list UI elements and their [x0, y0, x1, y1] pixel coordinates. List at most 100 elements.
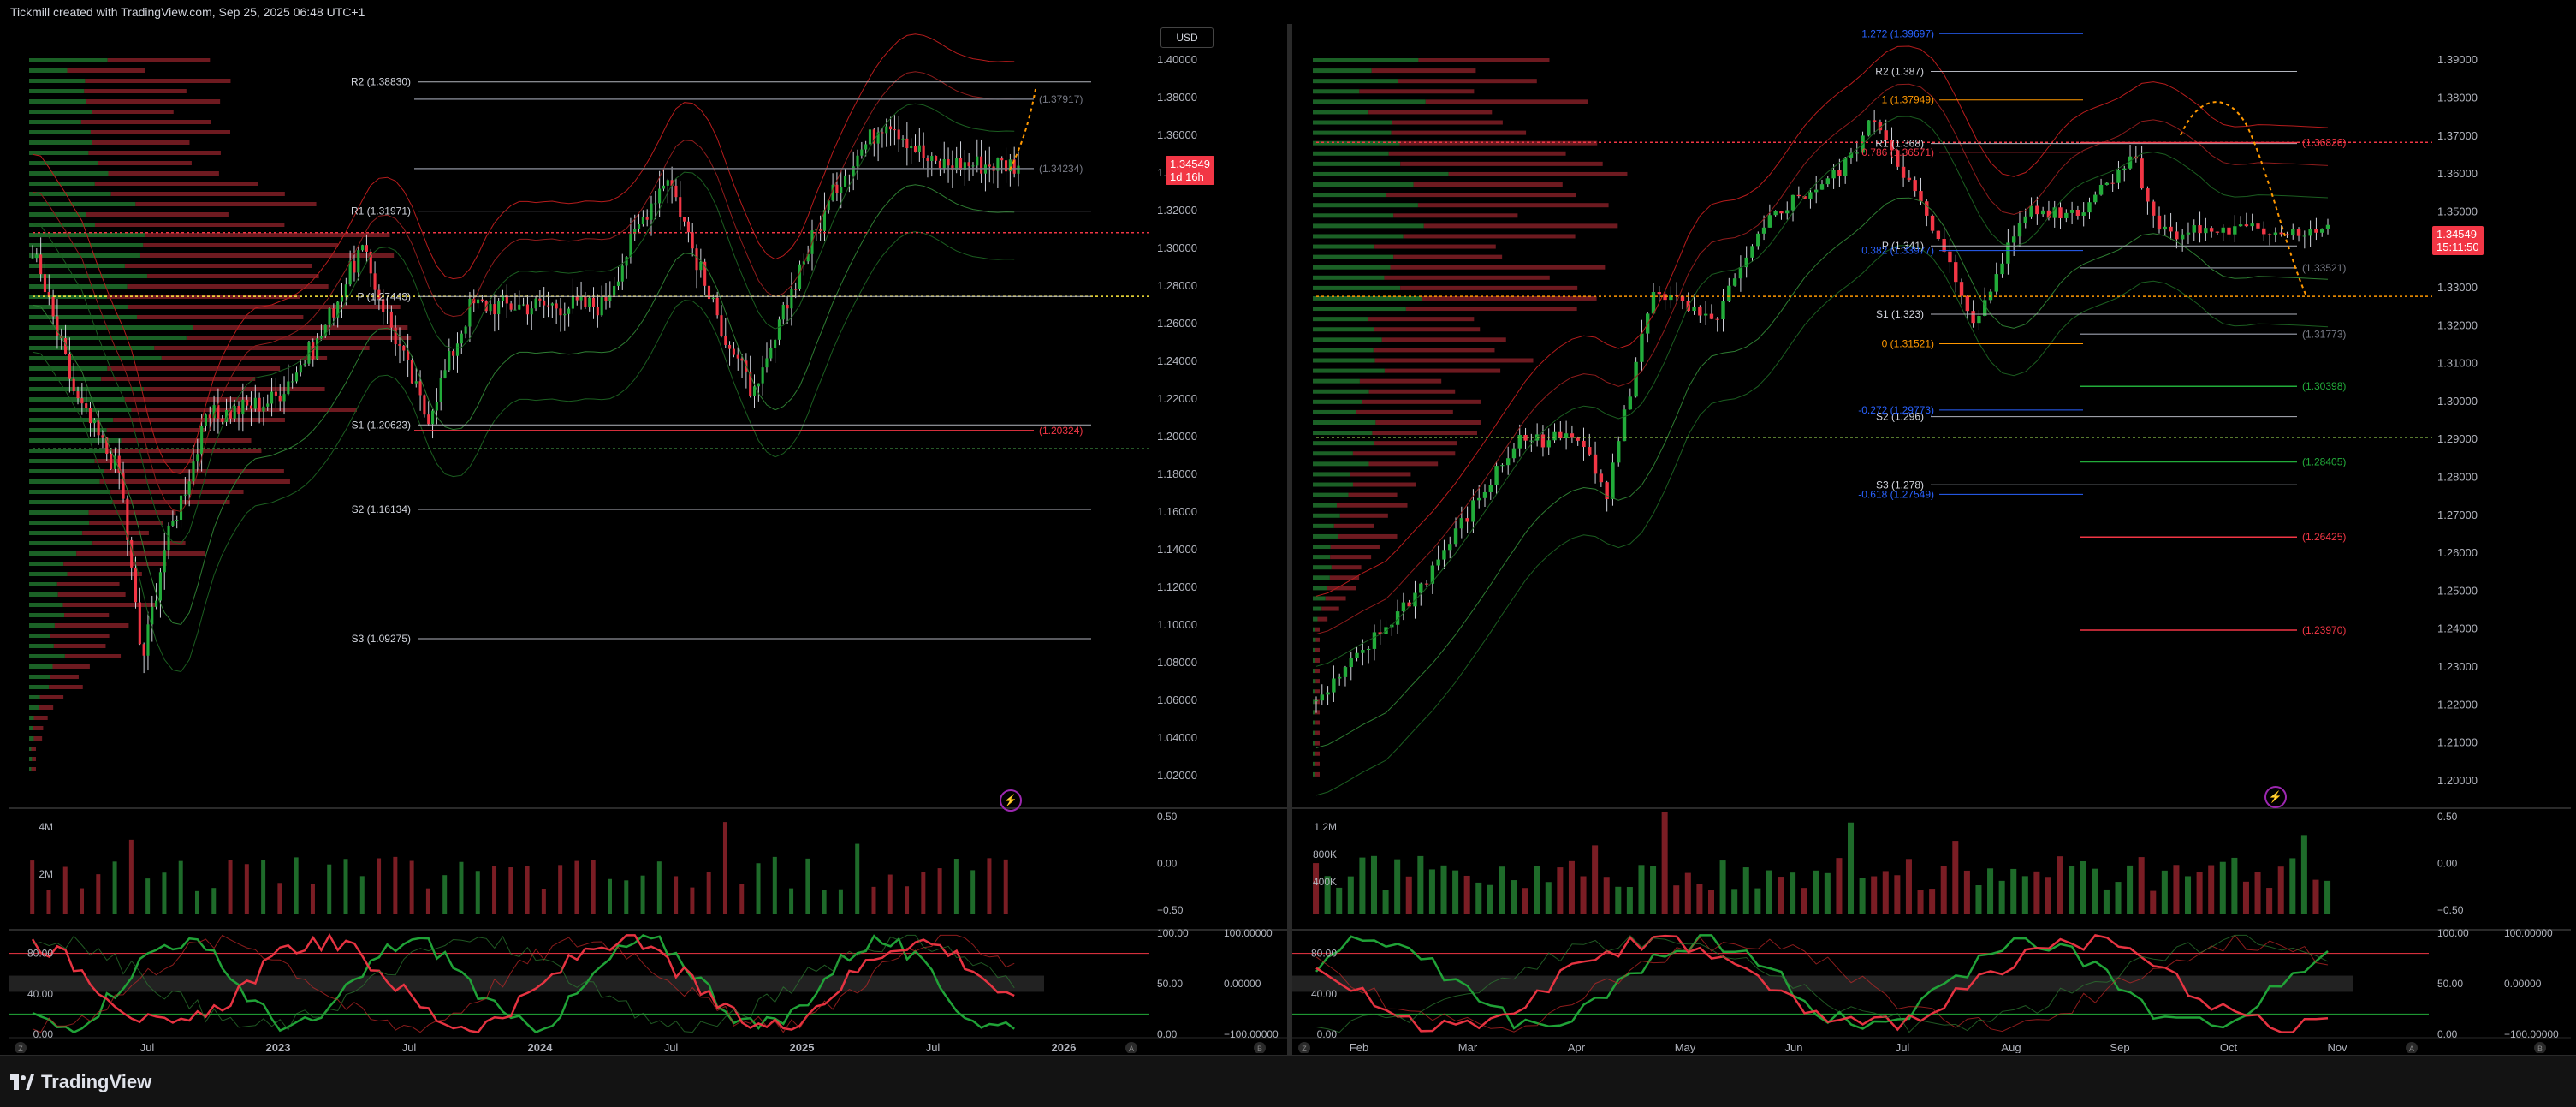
- volume-bar: [871, 886, 876, 914]
- right-chart-panel[interactable]: R2 (1.387) R1 (1.368) P (1.341) S1 (1.323) S…: [1291, 24, 2571, 1054]
- volume-profile-bar: [1313, 575, 1330, 580]
- stoch-axis-label: 40.00: [27, 988, 53, 1000]
- volume-bar: [1347, 876, 1354, 914]
- lightning-icon[interactable]: ⚡: [2264, 786, 2287, 808]
- volume-profile-bar: [1315, 741, 1320, 746]
- volume-profile-bar: [39, 705, 54, 710]
- volume-profile-bar: [1425, 99, 1588, 104]
- candle: [1855, 152, 1859, 154]
- candle: [752, 386, 757, 396]
- price-axis-label: 1.26000: [1157, 317, 1197, 330]
- left-chart-svg[interactable]: R2 (1.38830) R1 (1.31971) P (1.27443) S1 (1…: [7, 24, 1287, 1054]
- candle: [1471, 500, 1475, 522]
- candle: [546, 305, 550, 307]
- volume-bar: [1661, 812, 1668, 914]
- lightning-icon[interactable]: ⚡: [1000, 789, 1022, 812]
- candle: [1453, 528, 1458, 545]
- volume-profile-bar: [1313, 120, 1392, 125]
- candle: [1959, 282, 1964, 296]
- candle: [2098, 184, 2104, 195]
- volume-bar: [2173, 865, 2180, 914]
- volume-profile-bar: [1359, 89, 1475, 94]
- volume-bar: [2045, 877, 2052, 914]
- currency-label[interactable]: USD: [1160, 27, 1214, 48]
- price-axis-label: 1.37000: [2437, 129, 2478, 142]
- candle: [674, 185, 678, 198]
- candle: [1732, 278, 1737, 286]
- candle: [1669, 295, 1673, 301]
- right-chart-svg[interactable]: R2 (1.387) R1 (1.368) P (1.341) S1 (1.323) S…: [1291, 24, 2571, 1054]
- volume-profile-bar: [1313, 761, 1315, 766]
- volume-profile-bar: [1405, 307, 1577, 312]
- candle: [1744, 257, 1748, 268]
- volume-profile-bar: [1374, 441, 1457, 446]
- volume-profile-bar: [1313, 555, 1331, 560]
- volume-profile-bar: [186, 336, 412, 340]
- volume-profile-bar: [1313, 234, 1404, 239]
- candle: [518, 304, 521, 310]
- volume-profile-bar: [1313, 89, 1360, 94]
- candle: [666, 180, 669, 186]
- volume-profile-bar: [1313, 606, 1322, 611]
- volume-profile-bar: [29, 551, 77, 556]
- volume-profile-bar: [1313, 720, 1316, 725]
- volume-profile-bar: [1313, 658, 1315, 663]
- volume-profile-bar: [90, 130, 230, 134]
- candle: [2081, 212, 2086, 216]
- candle: [645, 217, 649, 220]
- left-chart-panel[interactable]: R2 (1.38830) R1 (1.31971) P (1.27443) S1 (1…: [7, 24, 1287, 1054]
- candle: [942, 158, 946, 169]
- price-axis-label: 1.30000: [2437, 395, 2478, 408]
- candle: [1570, 433, 1575, 438]
- candle: [443, 370, 447, 378]
- volume-profile-bar: [67, 68, 145, 73]
- projection-arrow: [1009, 88, 1036, 170]
- candle: [963, 162, 966, 170]
- candle: [151, 606, 154, 625]
- volume-axis-label: 4M: [39, 821, 53, 833]
- time-axis-label: 2025: [790, 1041, 815, 1053]
- volume-profile-bar: [29, 428, 107, 432]
- volume-profile-bar: [1313, 130, 1392, 135]
- candle: [1605, 482, 1609, 499]
- volume-profile-bar: [29, 438, 122, 443]
- bar-countdown: 1d 16h: [1170, 170, 1204, 183]
- candle: [2140, 158, 2144, 189]
- volume-profile-bar: [1313, 409, 1356, 414]
- candle: [720, 315, 723, 336]
- volume-profile-bar: [1313, 523, 1334, 528]
- volume-profile-bar: [1313, 472, 1350, 477]
- volume-bar: [145, 878, 151, 914]
- volume-profile-bar: [67, 572, 142, 576]
- volume-profile-bar: [1325, 596, 1346, 601]
- volume-profile-bar: [29, 212, 86, 217]
- candle: [31, 258, 34, 259]
- candle: [1582, 440, 1586, 448]
- volume-profile-bar: [1313, 389, 1369, 394]
- candle: [2308, 229, 2312, 236]
- volume-profile-bar: [50, 675, 79, 679]
- candle: [2285, 234, 2289, 236]
- candle: [1896, 150, 1900, 167]
- panel-divider[interactable]: [1287, 24, 1292, 1055]
- volume-bar: [1650, 866, 1657, 914]
- candle: [893, 129, 896, 131]
- volume-bar: [80, 888, 85, 914]
- volume-profile-bar: [1313, 669, 1315, 674]
- candle: [1482, 491, 1487, 498]
- candle: [774, 339, 777, 348]
- volume-profile-bar: [1313, 203, 1418, 208]
- candle: [819, 229, 822, 231]
- volume-profile-bar: [29, 110, 92, 114]
- volume-profile-bar: [29, 171, 109, 176]
- candle: [951, 165, 954, 170]
- volume-profile-bar: [121, 438, 252, 443]
- volume-profile-bar: [54, 623, 129, 628]
- candle: [316, 338, 319, 360]
- candle: [1703, 313, 1708, 316]
- volume-bar: [1557, 867, 1564, 914]
- volume-bar: [1452, 870, 1459, 914]
- volume-profile-bar: [1331, 565, 1362, 570]
- tradingview-logo[interactable]: TradingView: [10, 1071, 151, 1093]
- volume-bar: [2115, 882, 2122, 914]
